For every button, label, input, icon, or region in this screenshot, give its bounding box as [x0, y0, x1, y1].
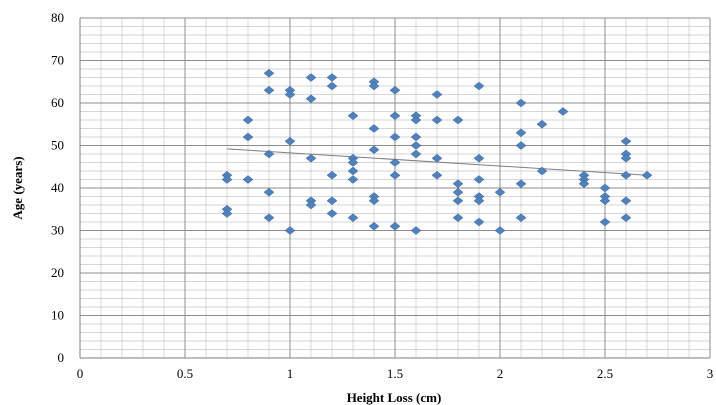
- data-point: [452, 115, 464, 125]
- data-point: [284, 226, 296, 235]
- data-point: [221, 175, 233, 184]
- data-point: [284, 90, 296, 99]
- data-point: [368, 81, 380, 91]
- data-point: [347, 111, 359, 121]
- x-tick-label: 3: [707, 366, 714, 381]
- data-point: [305, 200, 317, 210]
- data-point: [620, 196, 632, 206]
- data-point: [326, 209, 338, 218]
- y-axis-tick-labels: 0 10 20 30 40 50 60 70 80: [51, 10, 64, 365]
- x-tick-label: 2.5: [597, 366, 613, 381]
- data-point: [389, 221, 401, 231]
- data-point: [557, 107, 569, 116]
- data-point: [305, 153, 317, 163]
- data-point: [620, 153, 632, 163]
- data-point: [431, 170, 443, 180]
- data-point: [599, 183, 611, 193]
- data-point: [389, 111, 401, 121]
- data-point: [515, 98, 527, 108]
- data-point: [326, 73, 338, 82]
- data-point: [410, 115, 422, 125]
- y-tick-label: 70: [51, 53, 64, 68]
- data-point: [536, 119, 548, 129]
- data-point: [326, 81, 338, 91]
- data-points: [221, 68, 653, 235]
- x-axis-title: Height Loss (cm): [347, 390, 442, 405]
- data-point: [389, 170, 401, 180]
- data-point: [641, 170, 653, 180]
- data-point: [515, 141, 527, 150]
- data-point: [494, 226, 506, 235]
- data-point: [431, 153, 443, 163]
- data-point: [242, 115, 254, 125]
- data-point: [473, 196, 485, 206]
- data-point: [368, 145, 380, 155]
- data-point: [494, 187, 506, 197]
- data-point: [410, 141, 422, 150]
- data-point: [326, 170, 338, 180]
- y-tick-label: 80: [51, 10, 64, 25]
- data-point: [473, 153, 485, 163]
- y-tick-label: 0: [58, 350, 65, 365]
- x-tick-label: 0.5: [177, 366, 193, 381]
- data-point: [536, 166, 548, 176]
- data-point: [221, 209, 233, 218]
- data-point: [452, 179, 464, 189]
- x-tick-label: 2: [497, 366, 504, 381]
- data-point: [305, 94, 317, 104]
- data-point: [599, 217, 611, 227]
- data-point: [242, 175, 254, 184]
- data-point: [620, 170, 632, 180]
- data-point: [305, 73, 317, 82]
- x-axis-tick-labels: 0 0.5 1 1.5 2 2.5 3: [77, 366, 714, 381]
- data-point: [389, 85, 401, 95]
- data-point: [263, 213, 275, 223]
- data-point: [515, 213, 527, 223]
- data-point: [452, 213, 464, 223]
- data-point: [620, 213, 632, 223]
- y-tick-label: 60: [51, 95, 64, 110]
- data-point: [452, 196, 464, 206]
- data-point: [620, 136, 632, 146]
- data-point: [515, 179, 527, 189]
- x-tick-label: 1: [287, 366, 294, 381]
- data-point: [410, 226, 422, 235]
- y-tick-label: 10: [51, 308, 64, 323]
- y-tick-label: 30: [51, 223, 64, 238]
- data-point: [347, 213, 359, 223]
- data-point: [368, 221, 380, 231]
- data-point: [578, 179, 590, 189]
- data-point: [263, 187, 275, 197]
- data-point: [347, 166, 359, 176]
- x-tick-label: 0: [77, 366, 84, 381]
- data-point: [326, 196, 338, 206]
- x-tick-label: 1.5: [387, 366, 403, 381]
- data-point: [368, 124, 380, 133]
- data-point: [242, 132, 254, 142]
- data-point: [389, 132, 401, 142]
- data-point: [410, 132, 422, 142]
- data-point: [368, 196, 380, 206]
- y-tick-label: 50: [51, 138, 64, 153]
- y-axis-title: Age (years): [10, 156, 25, 219]
- data-point: [263, 149, 275, 159]
- data-point: [599, 196, 611, 206]
- data-point: [263, 85, 275, 95]
- data-point: [473, 81, 485, 91]
- data-point: [263, 68, 275, 78]
- data-point: [347, 158, 359, 167]
- data-point: [347, 175, 359, 184]
- data-point: [473, 217, 485, 227]
- data-point: [515, 128, 527, 138]
- data-point: [284, 136, 296, 146]
- data-point: [389, 158, 401, 167]
- y-tick-label: 20: [51, 265, 64, 280]
- data-point: [431, 115, 443, 125]
- data-point: [410, 149, 422, 159]
- data-point: [452, 187, 464, 197]
- y-tick-label: 40: [51, 180, 64, 195]
- data-point: [473, 175, 485, 184]
- data-point: [431, 90, 443, 99]
